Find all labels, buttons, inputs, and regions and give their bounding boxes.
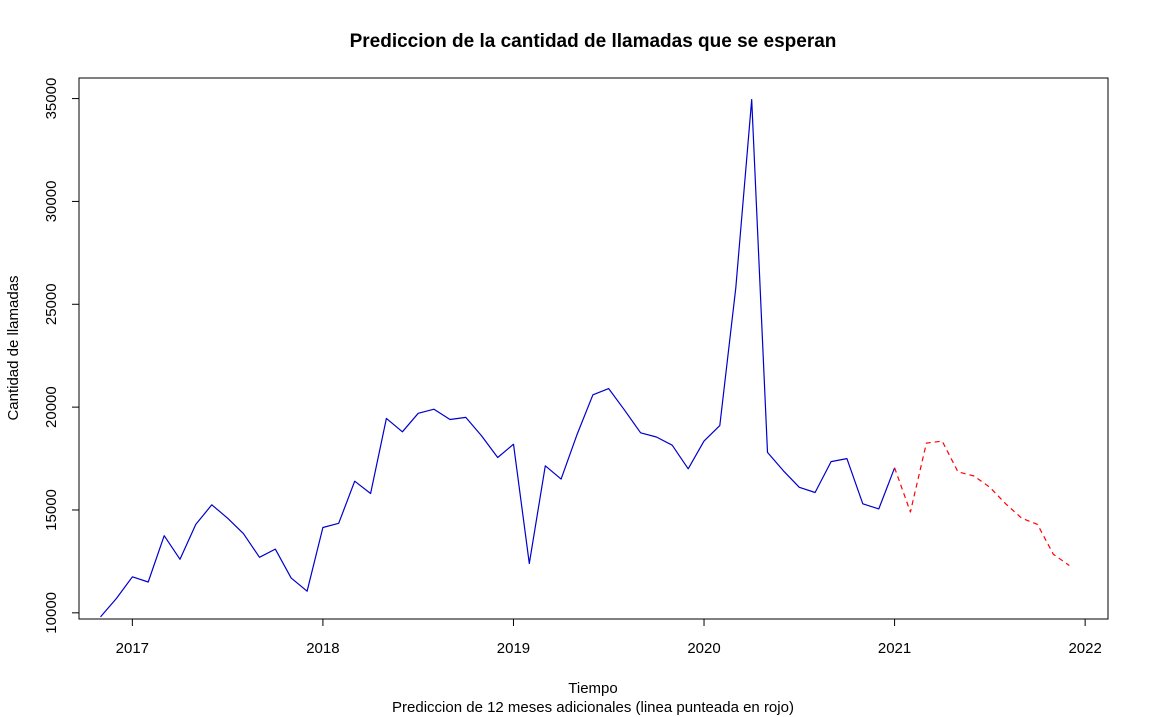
chart-title: Prediccion de la cantidad de llamadas qu… [350,31,837,52]
y-tick-label: 35000 [43,78,60,120]
x-tick-label: 2022 [1068,640,1101,657]
x-tick-label: 2019 [497,640,530,657]
series-layer [100,98,1070,618]
x-tick-label: 2020 [687,640,720,657]
y-tick-label: 20000 [43,386,60,428]
x-axis: 2017 2018 2019 2020 2021 2022 [116,618,1102,657]
chart-subtitle: Prediccion de 12 meses adicionales (line… [392,699,794,716]
x-tick-label: 2017 [116,640,149,657]
series-line-observed [100,98,896,618]
y-tick-label: 15000 [43,489,60,531]
y-axis: 10000 15000 20000 25000 30000 35000 [43,78,80,634]
y-axis-label: Cantidad de llamadas [5,275,22,420]
y-tick-label: 25000 [43,283,60,325]
y-tick-label: 10000 [43,592,60,634]
x-tick-label: 2021 [878,640,911,657]
x-axis-label: Tiempo [568,680,617,697]
x-tick-label: 2018 [306,640,339,657]
series-line-forecast [894,440,1070,566]
y-tick-label: 30000 [43,181,60,223]
